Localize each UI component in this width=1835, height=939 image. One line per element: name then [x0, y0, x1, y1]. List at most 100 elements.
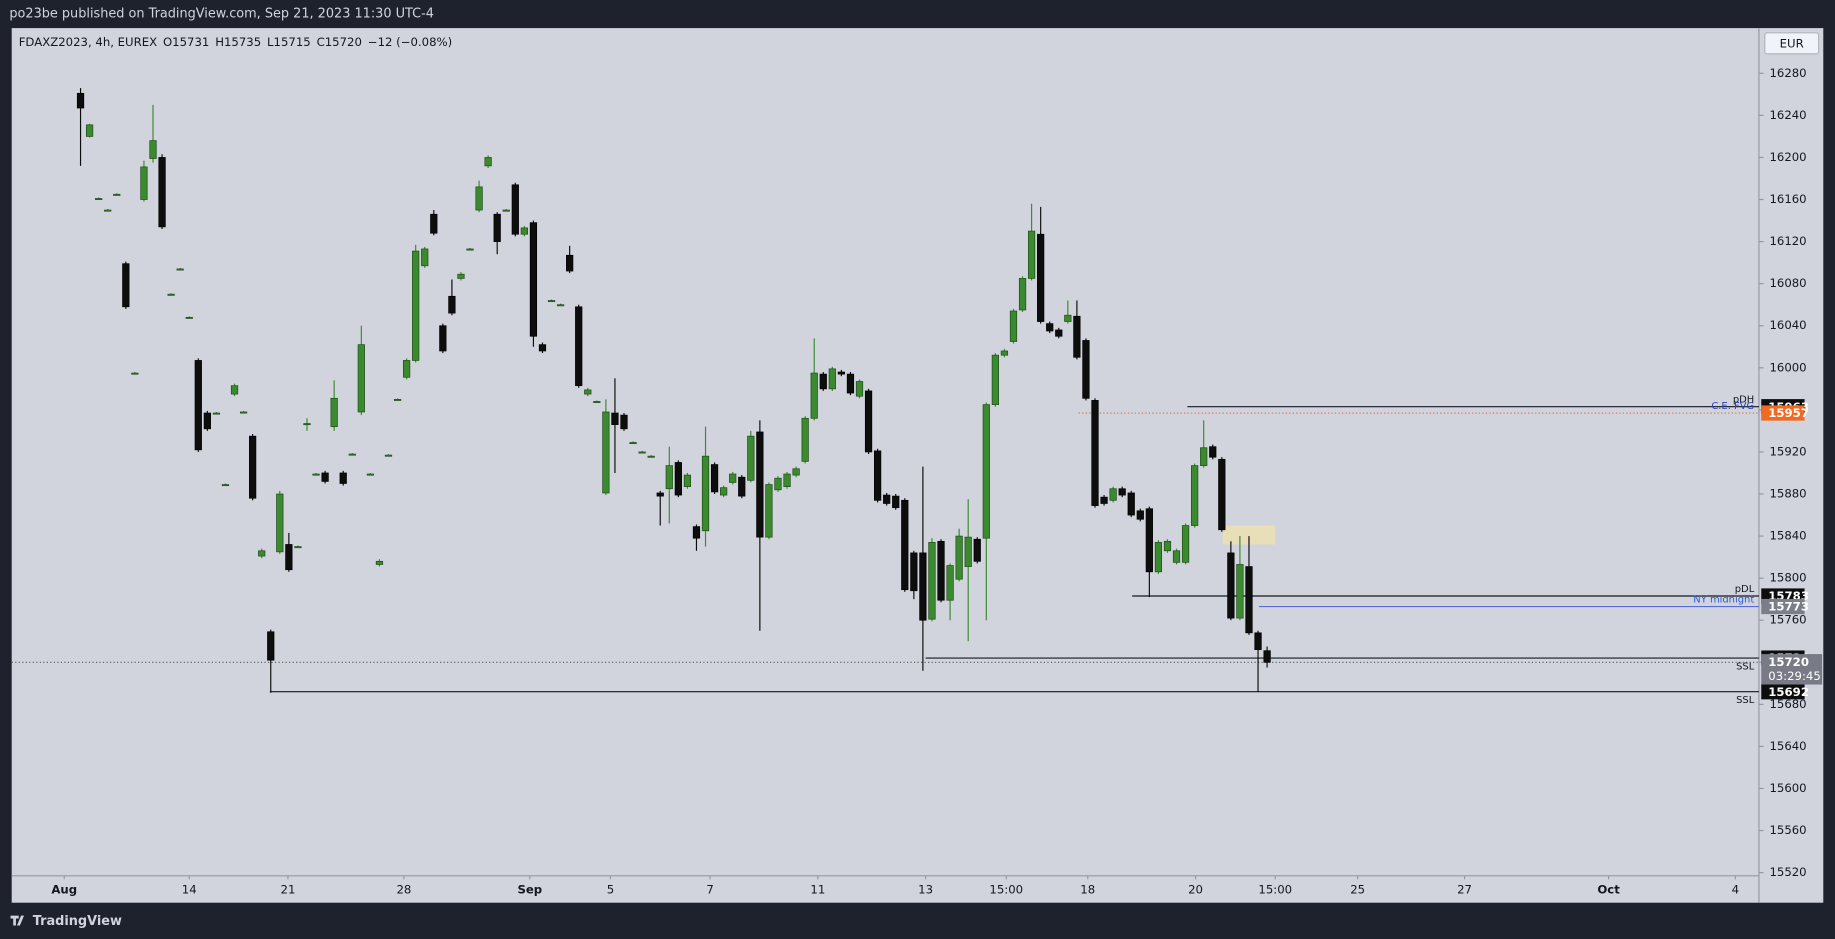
candle-body [276, 493, 284, 553]
candle-body [258, 550, 266, 557]
candle-body [575, 306, 583, 387]
candle-body [547, 300, 556, 303]
y-tick-label: 15920 [1769, 444, 1806, 458]
currency[interactable]: EUR [1780, 36, 1804, 50]
candle-body [1200, 447, 1208, 466]
candle-body [991, 354, 999, 405]
candle-body [249, 435, 257, 499]
level-price: 15957 [1768, 406, 1809, 420]
last-price-box [1761, 654, 1823, 685]
candle-body [756, 431, 764, 538]
candle-body [475, 186, 483, 211]
x-tick-label: Oct [1597, 882, 1620, 896]
candle-body [683, 474, 692, 487]
candle-body [230, 385, 239, 395]
candle-body [221, 484, 230, 487]
x-tick-label: 28 [396, 882, 411, 896]
legend-item: 15715 [274, 35, 311, 49]
candle-body [1027, 230, 1036, 279]
candle-body [484, 157, 492, 167]
candle-body [1154, 542, 1163, 573]
candle-body [303, 423, 311, 426]
legend-item: 15720 [325, 35, 362, 49]
y-tick-label: 15840 [1769, 529, 1806, 543]
candle-body [701, 455, 710, 532]
plot [11, 88, 1759, 693]
candle-body [910, 552, 918, 592]
candle-body [529, 222, 538, 337]
candle-body [1227, 552, 1235, 619]
candle-body [656, 492, 664, 497]
candle-body [720, 487, 728, 496]
candle-body [1091, 400, 1099, 506]
level-label: SSL [1736, 661, 1755, 672]
candle-body [602, 411, 610, 494]
candle-body [1245, 566, 1253, 634]
candle-body [348, 453, 356, 456]
candle-body [1082, 340, 1090, 399]
y-tick-label: 15520 [1769, 865, 1806, 879]
candle-body [792, 468, 800, 476]
candle-body [747, 435, 755, 481]
last-price: 15720 [1768, 655, 1809, 669]
candle-body [493, 213, 501, 242]
candle-body [122, 263, 130, 308]
candle-body [729, 473, 737, 483]
candle-body [203, 412, 211, 430]
candle-body [883, 494, 891, 504]
x-tick-label: 15:00 [989, 882, 1023, 896]
candle-body [1172, 550, 1181, 563]
x-tick-label: Sep [517, 882, 542, 896]
candle-body [1136, 510, 1144, 520]
y-tick-label: 15600 [1769, 781, 1806, 795]
candle-body [1181, 525, 1190, 563]
candle-body [176, 268, 184, 271]
x-tick-label: 15:00 [1258, 882, 1292, 896]
candle-body [1254, 632, 1262, 651]
candle-body [113, 193, 121, 196]
legend-item: O [163, 35, 172, 49]
candle-body [638, 451, 646, 454]
candle-body [1064, 314, 1072, 322]
candle-body [1118, 488, 1126, 496]
legend-item: H [215, 35, 224, 49]
candle-body [457, 273, 465, 279]
candle-body [1100, 496, 1108, 504]
candle-body [294, 546, 302, 549]
candle-body [520, 227, 528, 235]
y-tick-label: 15880 [1769, 487, 1806, 501]
candle-body [584, 389, 592, 395]
x-tick-label: 21 [281, 882, 296, 896]
level-price-box [1761, 598, 1805, 615]
level-price: 15692 [1768, 685, 1809, 699]
candle-body [892, 495, 900, 509]
x-tick-label: 13 [918, 882, 933, 896]
currency-button[interactable] [1764, 32, 1820, 55]
plot-background [11, 28, 1824, 903]
candle-body [955, 535, 963, 580]
y-tick-label: 16200 [1769, 150, 1806, 164]
legend-item: L [267, 35, 274, 49]
candle-body [1263, 650, 1271, 663]
level-label: SSL [1736, 695, 1755, 706]
candle-body [321, 472, 329, 482]
candle-body [765, 484, 773, 538]
candle-body [566, 254, 574, 272]
candle-body [810, 372, 818, 419]
candle-body [801, 417, 809, 462]
candle-body [502, 209, 510, 212]
candle-body [393, 399, 402, 401]
candle-body [928, 542, 936, 620]
y-tick-label: 16040 [1769, 318, 1806, 332]
candle-body [339, 472, 347, 484]
y-tick-label: 16240 [1769, 108, 1806, 122]
candle-body [982, 404, 990, 539]
legend-item: FDAXZ2023, 4h, EUREX [19, 35, 157, 49]
candle-body [738, 476, 746, 497]
legend-item: 15735 [224, 35, 261, 49]
x-tick-label: 20 [1188, 882, 1203, 896]
candle-body [783, 473, 791, 487]
candle-body [149, 140, 157, 159]
candle-body [964, 536, 972, 567]
